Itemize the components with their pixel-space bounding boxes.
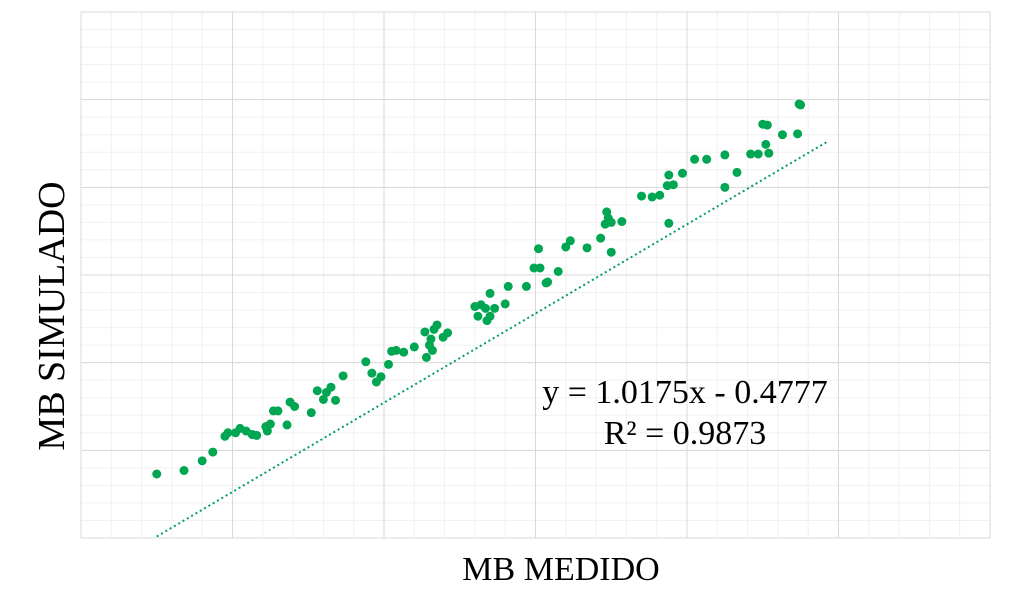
data-point [338,371,348,381]
data-point [534,244,544,254]
data-point [762,120,772,130]
data-point [223,428,233,438]
data-point [553,266,563,276]
x-axis-label: MB MEDIDO [462,551,659,588]
data-point [746,149,756,159]
data-point [481,303,491,313]
data-point [637,191,647,201]
data-point [606,247,616,257]
data-point [421,352,431,362]
data-point [312,386,322,396]
data-point [561,242,571,252]
data-point [503,281,513,291]
data-point [318,394,328,404]
trendline [156,140,829,538]
data-point [720,150,730,160]
data-point [197,456,207,466]
y-axis-label: MB SIMULADO [31,181,73,450]
data-point [262,426,272,436]
data-point [473,311,483,321]
data-point [655,190,665,200]
data-point [443,328,453,338]
data-point [490,303,500,313]
data-point [720,182,730,192]
data-point [376,372,386,382]
data-point [391,345,401,355]
data-point [535,263,545,273]
data-point [793,129,803,139]
data-point [282,420,292,430]
data-point [617,217,627,227]
data-point [331,395,341,405]
plot-area-border [80,11,991,539]
data-point [647,192,657,202]
data-point [485,311,495,321]
data-point [606,217,616,227]
data-point [409,342,419,352]
data-point [543,277,553,287]
data-point [500,299,510,309]
data-point [677,168,687,178]
data-point [273,406,283,416]
data-point [208,447,218,457]
data-point [664,170,674,180]
data-point [761,139,771,149]
data-point [384,359,394,369]
data-point [777,130,787,140]
data-point [420,327,430,337]
data-point [668,180,678,190]
major-gridlines [80,11,991,539]
data-point [427,345,437,355]
data-point [753,149,763,159]
data-point [764,148,774,158]
data-point [521,281,531,291]
data-point [690,154,700,164]
data-point [732,167,742,177]
data-point [252,430,262,440]
data-point [152,469,162,479]
data-point [290,402,300,411]
data-point [485,288,495,298]
data-point [326,382,336,392]
data-point [796,100,806,110]
data-point [426,334,436,344]
data-point [399,347,409,357]
data-point [179,465,189,475]
data-point [596,233,606,243]
data-point [367,368,377,378]
data-point [265,419,275,429]
data-point [306,408,316,418]
r-squared-label: R² = 0.9873 [604,415,767,452]
data-points [152,99,806,479]
data-point [432,320,442,330]
data-point [582,243,592,253]
data-point [565,236,575,246]
data-point [361,357,371,367]
data-point [702,154,712,164]
data-point [664,218,674,228]
trendline-equation: y = 1.0175x - 0.4777 [542,374,828,411]
